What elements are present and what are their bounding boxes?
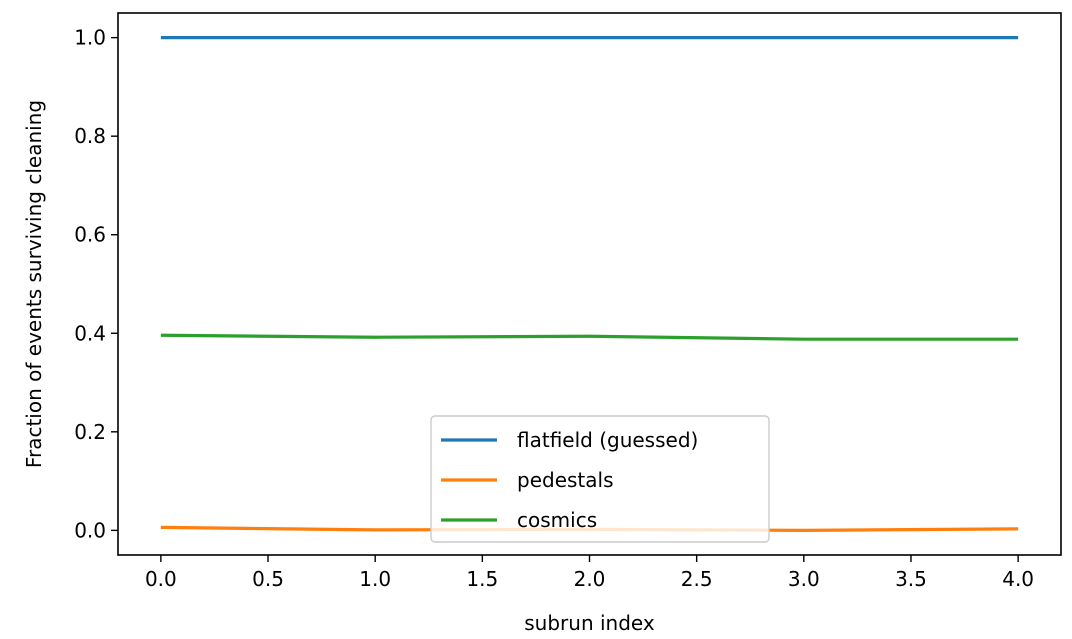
- series-line-2: [160, 333, 1019, 341]
- legend-entry-label: cosmics: [517, 508, 597, 532]
- x-tick-label: 3.5: [895, 567, 927, 591]
- x-tick-label: 4.0: [1002, 567, 1034, 591]
- y-tick-label: 0.8: [74, 124, 106, 148]
- legend: flatfield (guessed) pedestals cosmics: [430, 415, 770, 543]
- y-axis-label: Fraction of events surviving cleaning: [22, 100, 46, 468]
- legend-entry-label: flatfield (guessed): [517, 428, 698, 452]
- y-tick-label: 1.0: [74, 26, 106, 50]
- x-axis-label: subrun index: [524, 611, 655, 635]
- x-tick-label: 3.0: [788, 567, 820, 591]
- x-tick-label: 0.5: [252, 567, 284, 591]
- x-tick-label: 1.5: [466, 567, 498, 591]
- legend-box: [430, 415, 770, 543]
- x-tick-label: 2.0: [574, 567, 606, 591]
- x-tick-label: 1.0: [359, 567, 391, 591]
- y-tick-label: 0.6: [74, 223, 106, 247]
- y-tick-label: 0.2: [74, 420, 106, 444]
- x-tick-label: 2.5: [681, 567, 713, 591]
- x-tick-label: 0.0: [145, 567, 177, 591]
- legend-entry-label: pedestals: [517, 468, 614, 492]
- x-axis: 0.0 0.5 1.0 1.5 2.0 2.5 3.0 3.5 4.0: [145, 555, 1034, 591]
- y-tick-label: 0.4: [74, 321, 106, 345]
- y-axis: 0.0 0.2 0.4 0.6 0.8 1.0: [74, 26, 118, 542]
- y-tick-label: 0.0: [74, 518, 106, 542]
